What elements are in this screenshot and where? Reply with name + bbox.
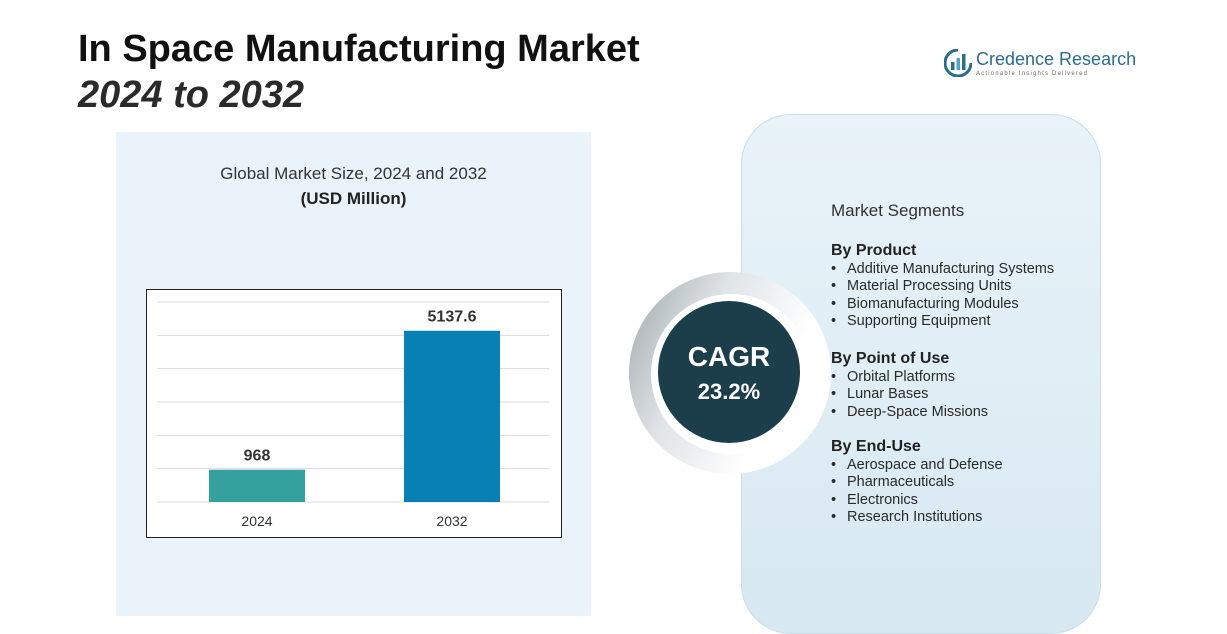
segment-list: • Aerospace and Defense • Pharmaceuticals • E… [831,457,1003,526]
bar-chart-circle-icon [944,49,972,77]
bullet-icon: • [831,295,837,312]
logo-tagline: Actionable Insights Delivered [976,71,1089,77]
page-title: In Space Manufacturing Market 2024 to 20… [78,26,640,118]
bullet-icon: • [831,278,837,295]
cagr-value: 23.2% [697,379,761,404]
data-label: 5137.6 [428,309,477,326]
segment-item: • Pharmaceuticals [831,474,1003,491]
segment-group: By Point of Use • Orbital Platforms • Lunar … [831,349,988,421]
segment-group: By Product • Additive Manufacturing System… [831,241,1054,330]
logo-name: Credence Research [976,49,1137,69]
cagr-label: CAGR [687,341,771,372]
bullet-icon: • [831,386,837,403]
cagr-badge: CAGR 23.2% [658,301,800,443]
chart-title: Global Market Size, 2024 and 2032 [220,164,487,183]
segment-item: • Electronics [831,492,1003,509]
segment-item: • Additive Manufacturing Systems [831,261,1054,278]
segment-item-label: Pharmaceuticals [847,474,955,491]
title-line-1: In Space Manufacturing Market [78,28,640,70]
bullet-icon: • [831,474,837,491]
market-size-chart-panel: Global Market Size, 2024 and 2032 (USD M… [116,132,591,616]
bar-chart: 968 2024 5137.6 2032 [157,301,549,529]
segment-item: • Aerospace and Defense [831,457,1003,474]
bullet-icon: • [831,369,837,385]
bullet-icon: • [831,312,837,329]
segment-item-label: Aerospace and Defense [847,457,1003,473]
segment-item: • Biomanufacturing Modules [831,296,1054,313]
segment-item: • Research Institutions [831,509,1003,526]
segment-item: • Lunar Bases [831,386,988,403]
plot-area: 968 2024 5137.6 2032 [146,289,562,538]
segment-item: • Orbital Platforms [831,369,988,386]
segment-item-label: Biomanufacturing Modules [847,295,1019,312]
bullet-icon: • [831,261,837,277]
segment-group-heading: By Product [831,242,917,259]
segment-group: By End-Use • Aerospace and Defense • Pharmac… [831,437,1003,526]
title-line-2: 2024 to 2032 [78,74,305,116]
bullet-icon: • [831,508,837,525]
segment-group-heading: By End-Use [831,438,921,455]
x-tick-label: 2032 [436,513,467,529]
segment-item-label: Orbital Platforms [847,369,955,385]
chart-unit: (USD Million) [300,189,407,208]
segment-group-heading: By Point of Use [831,350,950,367]
x-tick-label: 2024 [241,513,272,529]
segment-item-label: Material Processing Units [847,278,1012,295]
segment-item-label: Lunar Bases [847,386,929,403]
bullet-icon: • [831,457,837,473]
segment-item-label: Supporting Equipment [847,312,991,329]
segment-item-label: Research Institutions [847,508,983,525]
segment-item-label: Deep-Space Missions [847,403,989,420]
segments-title: Market Segments [831,201,965,220]
segment-list: • Additive Manufacturing Systems • Material… [831,261,1054,330]
bar-2024 [209,469,305,502]
bullet-icon: • [831,403,837,420]
bullet-icon: • [831,491,837,508]
segment-item: • Material Processing Units [831,278,1054,295]
segment-item-label: Additive Manufacturing Systems [847,261,1055,277]
segment-item: • Supporting Equipment [831,313,1054,330]
segment-list: • Orbital Platforms • Lunar Bases • Deep-Spac… [831,369,988,421]
data-label: 968 [244,448,271,465]
segment-item: • Deep-Space Missions [831,404,988,421]
bar-2032 [404,330,500,502]
segment-item-label: Electronics [847,491,918,508]
logo: Credence Research Actionable Insights De… [944,47,1137,81]
